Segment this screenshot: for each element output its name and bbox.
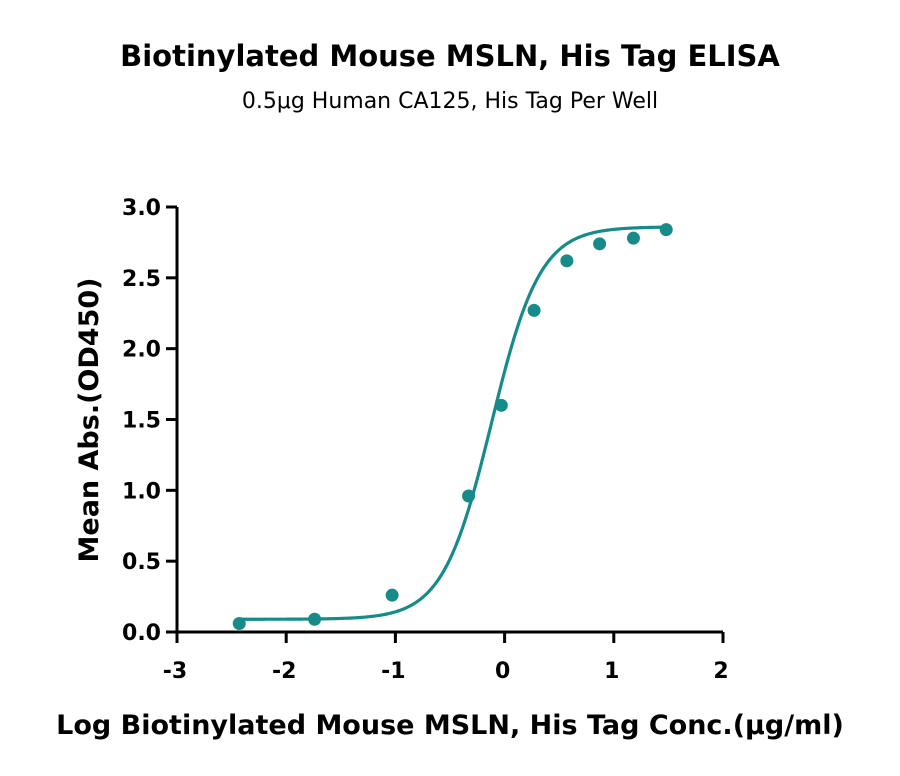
data-point — [560, 254, 574, 268]
x-tick-label: -2 — [272, 659, 296, 684]
data-point — [494, 398, 508, 412]
data-point — [462, 489, 476, 503]
fit-curve-layer — [237, 225, 668, 621]
x-tick-label: -1 — [381, 659, 405, 684]
data-point — [659, 223, 673, 237]
y-tick-label: 2.5 — [122, 267, 161, 292]
y-tick-label: 3.0 — [122, 196, 161, 221]
x-tick-label: 2 — [713, 659, 728, 684]
x-tick-label: 0 — [495, 659, 510, 684]
data-point — [593, 237, 607, 251]
data-points-layer — [232, 223, 673, 630]
x-axis-label: Log Biotinylated Mouse MSLN, His Tag Con… — [56, 710, 844, 741]
y-tick-label: 1.0 — [122, 479, 161, 504]
axes — [175, 207, 723, 634]
data-point — [232, 617, 246, 630]
data-point — [626, 231, 640, 245]
y-tick-label: 2.0 — [122, 338, 161, 363]
chart-title: Biotinylated Mouse MSLN, His Tag ELISA — [120, 39, 780, 73]
x-tick-label: 1 — [604, 659, 619, 684]
y-tick-label: 1.5 — [122, 409, 161, 434]
y-tick-label: 0.0 — [122, 621, 161, 646]
data-point — [385, 588, 399, 602]
y-tick-label: 0.5 — [122, 550, 161, 575]
x-axis-ticks: -3 -2 -1 0 1 2 — [163, 632, 729, 684]
x-tick-label: -3 — [163, 659, 187, 684]
fit-curve — [237, 225, 668, 621]
chart-subtitle: 0.5μg Human CA125, His Tag Per Well — [242, 89, 658, 114]
data-point — [308, 612, 322, 626]
y-axis-label: Mean Abs.(OD450) — [74, 278, 105, 563]
data-point — [527, 303, 541, 317]
y-axis-ticks: 0.0 0.5 1.0 1.5 2.0 2.5 3.0 — [122, 196, 177, 646]
